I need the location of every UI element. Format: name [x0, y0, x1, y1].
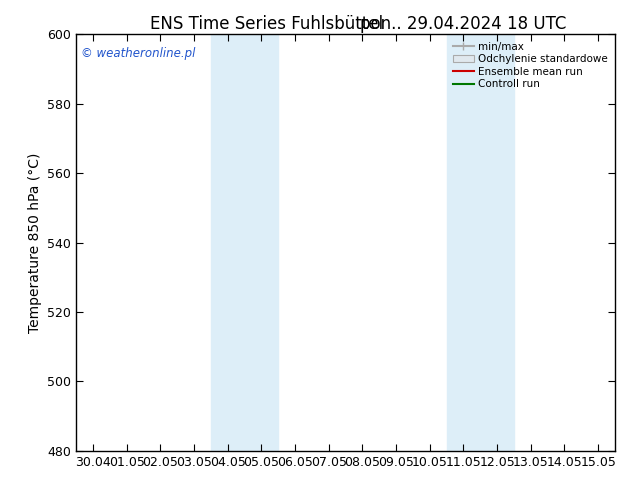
Text: pon.. 29.04.2024 18 UTC: pon.. 29.04.2024 18 UTC — [359, 15, 566, 33]
Bar — [446, 34, 514, 451]
Text: © weatheronline.pl: © weatheronline.pl — [81, 47, 196, 60]
Text: ENS Time Series Fuhlsbüttel: ENS Time Series Fuhlsbüttel — [150, 15, 383, 33]
Y-axis label: Temperature 850 hPa (°C): Temperature 850 hPa (°C) — [28, 152, 42, 333]
Bar — [210, 34, 278, 451]
Legend: min/max, Odchylenie standardowe, Ensemble mean run, Controll run: min/max, Odchylenie standardowe, Ensembl… — [451, 40, 610, 92]
